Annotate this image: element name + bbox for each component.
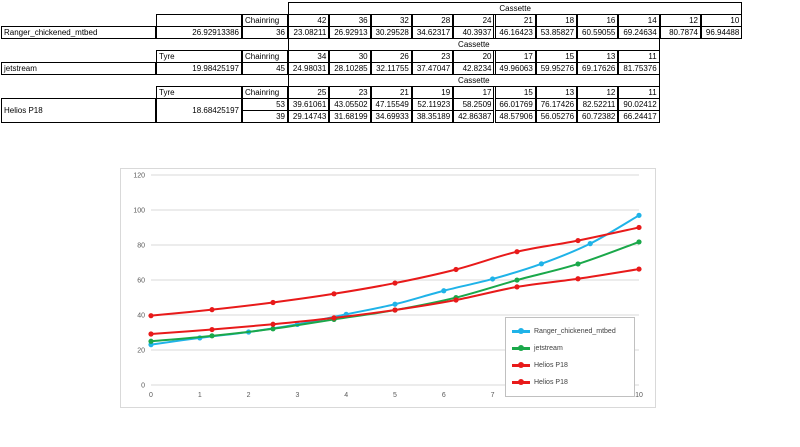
chart-canvas: 020406080100120012345678910 xyxy=(133,173,643,400)
legend-marker xyxy=(518,362,524,368)
data-point xyxy=(453,266,459,273)
legend-label: Helios P18 xyxy=(534,379,568,386)
chainring-value: 39 xyxy=(242,110,288,123)
y-tick-label: 100 xyxy=(133,208,145,215)
speed-cell: 38.35189 xyxy=(411,110,454,123)
tyre-value: 19.98425197 xyxy=(156,62,242,75)
data-point xyxy=(148,338,154,344)
y-tick-label: 20 xyxy=(137,348,145,355)
data-point xyxy=(270,326,276,332)
data-point xyxy=(575,261,581,267)
x-tick-label: 7 xyxy=(491,392,495,399)
data-point xyxy=(209,307,215,313)
legend-item: Helios P18 xyxy=(512,377,632,389)
speed-cell: 42.86387 xyxy=(453,110,495,123)
bike-name: Helios P18 xyxy=(1,98,156,123)
legend-marker xyxy=(518,328,524,334)
speed-cell: 29.14743 xyxy=(288,110,330,123)
speed-cell: 96.94488 xyxy=(701,26,743,39)
spreadsheet-tables: Cassette Chainring 42 36 32 28 24 21 18 16 14 12 10 R… xyxy=(0,0,800,160)
bike-name: jetstream xyxy=(1,62,156,75)
x-tick-label: 10 xyxy=(635,392,643,399)
merged-row: Helios P18 18.68425197 xyxy=(0,98,800,123)
data-point xyxy=(270,321,276,327)
data-point xyxy=(392,307,398,313)
data-point xyxy=(331,291,337,297)
data-point xyxy=(636,224,642,231)
data-row: 39 29.14743 31.68199 34.69933 38.35189 42.863… xyxy=(0,110,800,123)
legend-item: jetstream xyxy=(512,343,632,355)
data-point xyxy=(148,331,154,337)
data-point xyxy=(514,277,520,283)
chainring-value: 45 xyxy=(242,62,288,75)
data-point xyxy=(209,326,215,333)
speed-cell: 80.7874 xyxy=(659,26,701,39)
speed-cell: 66.24417 xyxy=(618,110,660,123)
tyre-value: 18.68425197 xyxy=(156,98,242,123)
legend-label: Helios P18 xyxy=(534,362,568,369)
data-point xyxy=(636,212,642,218)
x-tick-label: 2 xyxy=(247,392,251,399)
speed-cell: 60.72382 xyxy=(577,110,619,123)
x-tick-label: 4 xyxy=(344,392,348,399)
y-tick-label: 0 xyxy=(141,383,145,390)
legend-item: Helios P18 xyxy=(512,360,632,372)
data-point xyxy=(148,313,154,319)
line-chart: 020406080100120012345678910 Ranger_chick… xyxy=(120,168,656,408)
data-point xyxy=(587,241,593,247)
legend-label: Ranger_chickened_mtbed xyxy=(534,328,616,335)
data-row: jetstream 19.98425197 45 24.98031 28.10285 32… xyxy=(0,62,800,75)
chart-legend: Ranger_chickened_mtbed jetstream Helios P1… xyxy=(505,317,635,397)
legend-label: jetstream xyxy=(534,345,563,352)
legend-item: Ranger_chickened_mtbed xyxy=(512,326,632,338)
y-tick-label: 80 xyxy=(137,243,145,250)
data-point xyxy=(392,301,398,307)
speed-cell: 31.68199 xyxy=(329,110,371,123)
data-point xyxy=(538,261,544,267)
x-tick-label: 0 xyxy=(149,392,153,399)
data-point xyxy=(209,333,215,339)
y-tick-label: 40 xyxy=(137,313,145,320)
data-point xyxy=(514,249,520,255)
tyre-value: 26.92913386 xyxy=(156,26,242,39)
data-point xyxy=(270,299,276,306)
legend-marker xyxy=(518,379,524,385)
data-point xyxy=(636,239,642,245)
y-tick-label: 60 xyxy=(137,278,145,285)
x-tick-label: 5 xyxy=(393,392,397,399)
legend-marker xyxy=(518,345,524,351)
speed-cell: 56.05276 xyxy=(535,110,578,123)
data-point xyxy=(636,266,642,272)
data-point xyxy=(575,237,581,244)
x-tick-label: 3 xyxy=(295,392,299,399)
data-point xyxy=(331,315,337,321)
data-point xyxy=(441,288,447,294)
speed-cell: 34.69933 xyxy=(370,110,412,123)
x-tick-label: 6 xyxy=(442,392,446,399)
speed-cell: 48.57906 xyxy=(494,110,536,123)
chainring-value: 36 xyxy=(242,26,288,39)
data-point xyxy=(490,276,496,282)
data-point xyxy=(453,297,459,303)
x-tick-label: 1 xyxy=(198,392,202,399)
data-point xyxy=(514,284,520,290)
y-tick-label: 120 xyxy=(133,173,145,180)
bike-name: Ranger_chickened_mtbed xyxy=(1,26,156,39)
data-point xyxy=(575,276,581,282)
data-point xyxy=(392,280,398,286)
